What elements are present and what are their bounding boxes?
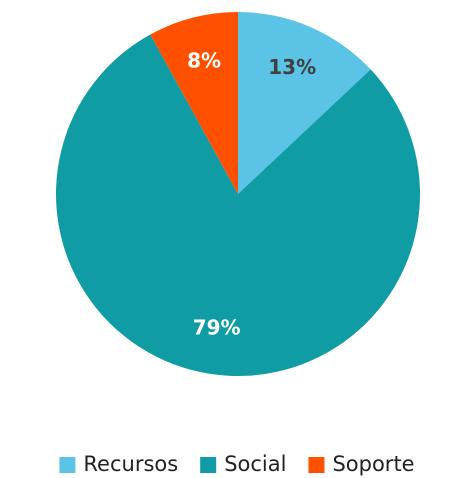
data-label: 8% [187, 48, 221, 72]
legend-swatch [200, 457, 217, 473]
pie-slice [56, 34, 421, 376]
legend-label: Social [224, 452, 286, 476]
legend-label: Recursos [83, 452, 178, 476]
data-label: 79% [193, 315, 241, 339]
data-label: 13% [268, 55, 316, 79]
legend-label: Soporte [332, 452, 414, 476]
pie-slice [150, 12, 238, 194]
legend-swatch [308, 457, 325, 473]
pie-slice [238, 12, 371, 194]
legend-swatch [59, 457, 76, 473]
